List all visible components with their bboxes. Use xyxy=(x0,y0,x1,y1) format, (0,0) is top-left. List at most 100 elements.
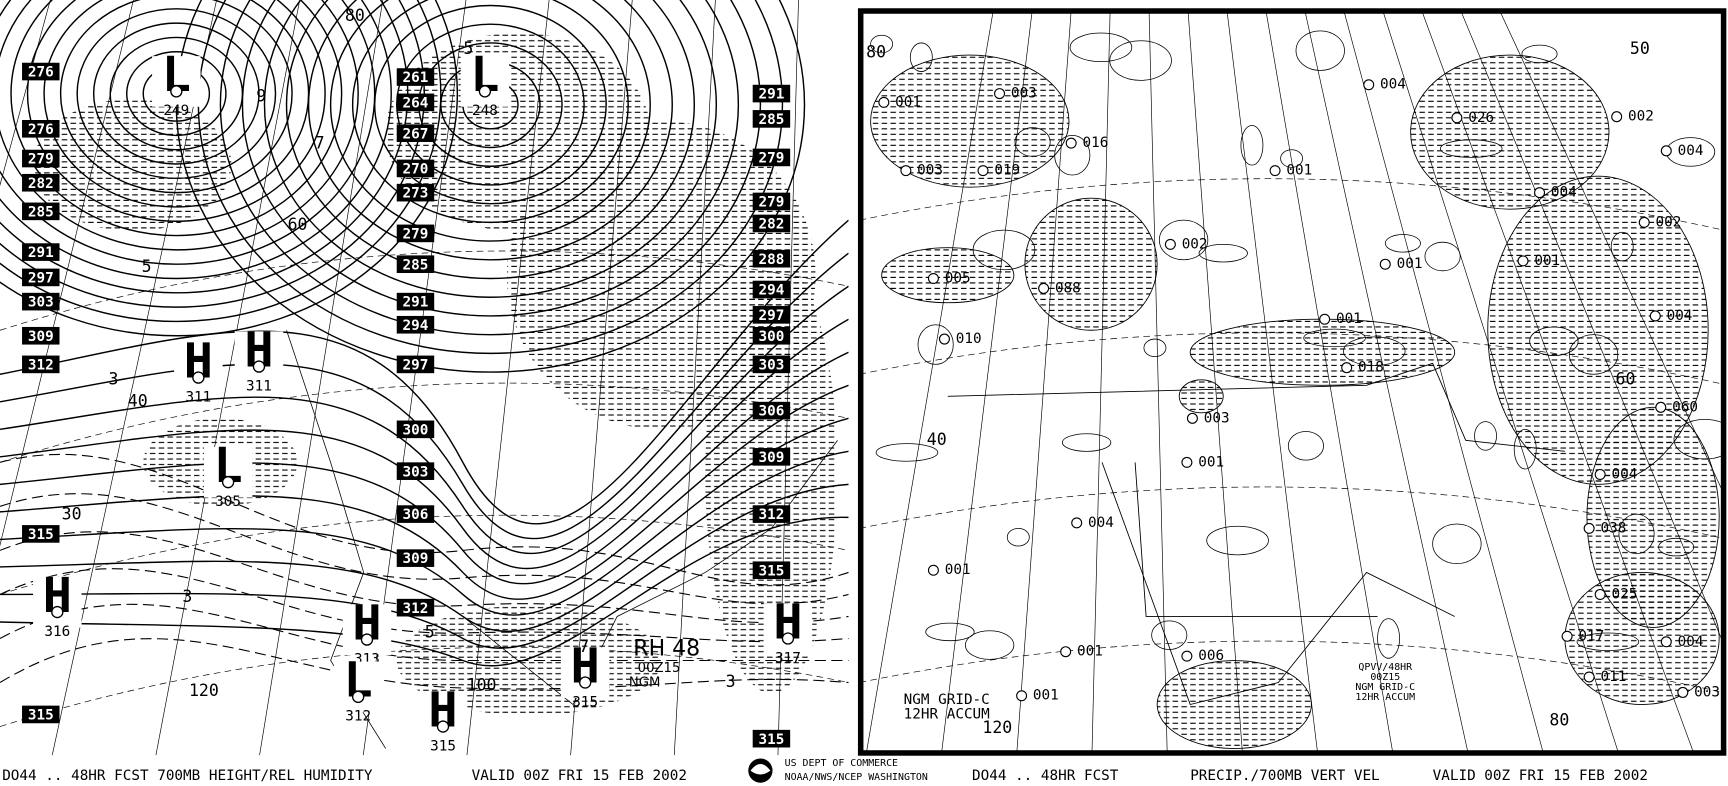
precip-mark xyxy=(1638,216,1650,228)
contour-value: 297 xyxy=(759,308,785,324)
vv-contour xyxy=(1014,127,1051,157)
contour-label: 5 xyxy=(425,622,435,641)
meridian xyxy=(1304,12,1469,752)
precip-amount: 003 xyxy=(917,163,943,179)
label-box xyxy=(752,110,791,128)
humidity-shading xyxy=(705,253,838,694)
precip-amount: 010 xyxy=(956,331,982,347)
contour-label: 80 xyxy=(1549,711,1569,730)
height-contour xyxy=(0,285,849,555)
precip-mark xyxy=(1451,112,1463,124)
parallel xyxy=(0,250,849,331)
meridian xyxy=(941,12,1033,752)
center-value: 311 xyxy=(246,378,272,394)
precip-mark xyxy=(1181,456,1193,468)
precip-amount: 016 xyxy=(1083,135,1109,151)
precip-mark xyxy=(1065,137,1077,149)
contour-label: 120 xyxy=(982,718,1012,737)
label-box xyxy=(752,326,791,345)
label-box xyxy=(752,84,791,103)
height-contour xyxy=(76,8,277,180)
center-mark xyxy=(436,720,450,733)
precip-mark xyxy=(1660,636,1672,648)
center-value: 316 xyxy=(44,624,70,640)
vv-contour xyxy=(1658,537,1695,557)
vv-contour xyxy=(1240,125,1264,166)
contour-value: 294 xyxy=(403,318,429,334)
vv-contour xyxy=(909,42,933,72)
contour-label: 80 xyxy=(866,42,886,61)
precip-mark xyxy=(977,165,989,177)
precip-amount: 001 xyxy=(895,94,921,110)
precip-shading xyxy=(870,54,1070,188)
height-contour xyxy=(263,0,717,298)
vv-contour xyxy=(1529,326,1579,356)
label-box xyxy=(22,202,60,221)
contour-label: 3 xyxy=(109,369,119,388)
humidity-contour xyxy=(0,638,849,690)
meridian xyxy=(673,0,716,756)
center-mark xyxy=(478,85,492,98)
center-bg xyxy=(203,446,253,498)
center-value: 249 xyxy=(163,103,189,119)
contour-value: 285 xyxy=(403,257,429,273)
precip-mark xyxy=(1379,258,1391,270)
precip-mark xyxy=(1534,187,1546,199)
right-code: DO44 .. 48HR FCST xyxy=(972,768,1119,784)
contour-value: 306 xyxy=(403,507,429,523)
label-box xyxy=(396,315,435,334)
precip-mark xyxy=(1517,255,1529,267)
precip-amount: 019 xyxy=(994,163,1020,179)
height-contour xyxy=(285,0,695,280)
contour-value: 294 xyxy=(759,283,785,299)
height-contour xyxy=(26,0,326,222)
contour-value: 309 xyxy=(403,551,429,567)
label-box xyxy=(396,292,435,311)
parallel xyxy=(861,178,1723,231)
contour-value: 291 xyxy=(403,295,429,311)
label-box xyxy=(752,306,791,324)
precip-amount: 001 xyxy=(1397,256,1423,272)
contour-value: 297 xyxy=(28,271,54,287)
contour-value: 276 xyxy=(28,122,54,138)
precip-mark xyxy=(1038,282,1050,294)
contour-label: 100 xyxy=(467,675,497,694)
contour-label: 5 xyxy=(463,39,473,58)
precip-amount: 002 xyxy=(1628,109,1654,125)
center-mark xyxy=(192,371,205,384)
precip-amount: 088 xyxy=(1055,280,1081,296)
vv-contour xyxy=(1109,40,1172,81)
label-box xyxy=(396,549,435,567)
precip-amount: 025 xyxy=(1611,586,1637,602)
noaa-logo-bird xyxy=(750,763,771,775)
height-contour xyxy=(0,0,392,280)
humidity-contour xyxy=(0,453,849,586)
label-box xyxy=(752,214,791,233)
vv-contour xyxy=(917,324,954,365)
contour-value: 315 xyxy=(759,563,785,579)
precip-mark xyxy=(1677,686,1689,698)
precip-amount: 006 xyxy=(1198,648,1224,664)
annotation: NGM xyxy=(629,676,661,691)
left-valid: VALID 00Z FRI 15 FEB 2002 xyxy=(472,768,687,784)
precip-mark xyxy=(1071,517,1083,529)
label-box xyxy=(396,159,435,178)
label-box xyxy=(752,249,791,268)
height-contour xyxy=(0,0,359,251)
vv-contour xyxy=(925,622,975,642)
left-map: 2762762792822852912973033093123153152612… xyxy=(0,0,849,756)
precip-mark xyxy=(1655,401,1667,413)
vv-contour xyxy=(1377,618,1400,659)
vv-contour xyxy=(1143,338,1167,358)
contour-label: 3 xyxy=(182,587,192,606)
label-box xyxy=(396,462,435,480)
center-bg xyxy=(418,691,468,742)
precip-mark xyxy=(1561,630,1573,642)
meridian xyxy=(155,0,301,756)
vv-contour xyxy=(1287,431,1324,461)
contour-value: 303 xyxy=(28,295,54,311)
precip-mark xyxy=(1186,412,1198,424)
meridian xyxy=(1016,12,1072,752)
contour-value: 315 xyxy=(759,732,785,748)
label-box xyxy=(752,192,791,211)
